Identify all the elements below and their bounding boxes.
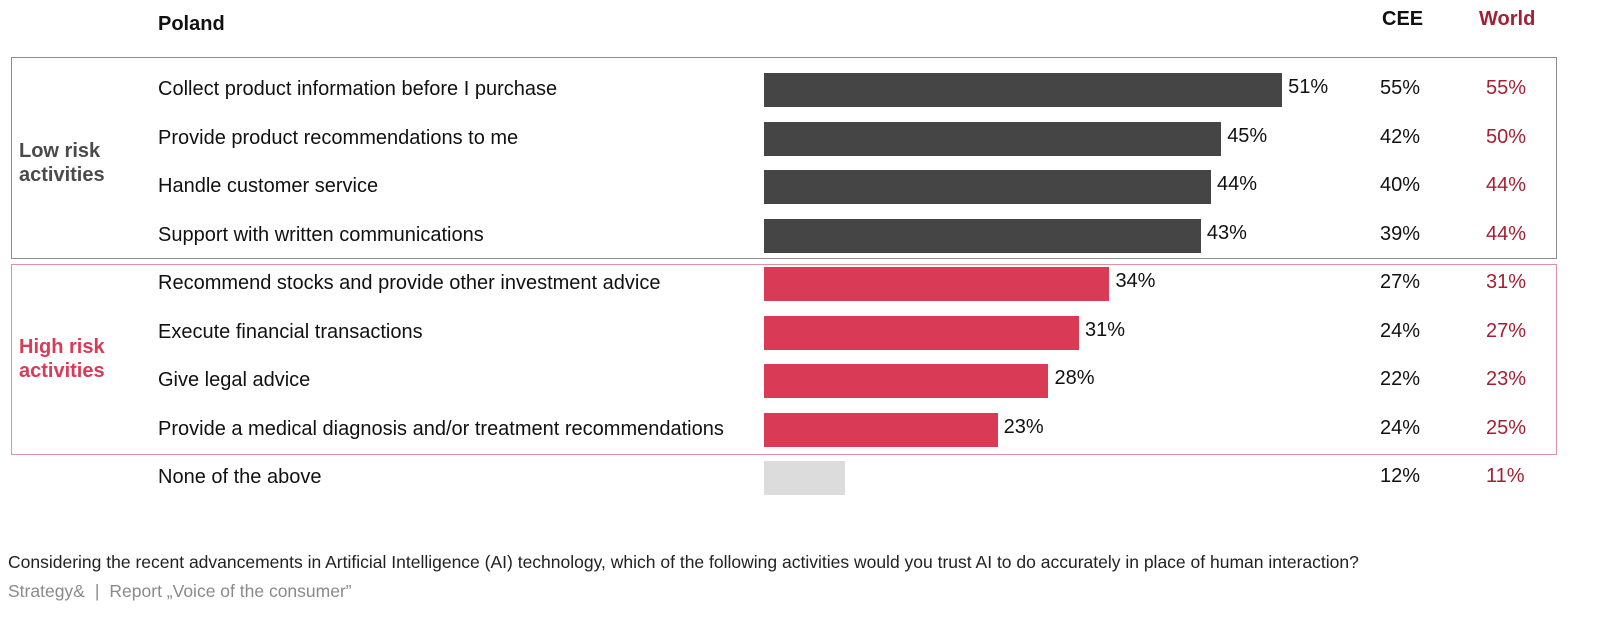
cee-value: 55% (1380, 77, 1421, 99)
source-line: Strategy& | Report „Voice of the consumer” (8, 581, 352, 602)
cee-value: 40% (1380, 174, 1421, 196)
row-label: Provide a medical diagnosis and/or treat… (158, 417, 724, 440)
cee-column-header: CEE (1382, 8, 1424, 30)
bar-value-label: 51% (1288, 76, 1329, 98)
world-value: 27% (1486, 319, 1527, 342)
cee-value: 24% (1380, 319, 1421, 342)
world-value: 23% (1486, 368, 1527, 390)
bar-poland (764, 461, 846, 495)
bar-poland (764, 412, 998, 447)
bar-value-label: 23% (1003, 415, 1044, 438)
source-brand: Strategy& (8, 581, 85, 601)
world-value: 31% (1486, 271, 1527, 293)
low-risk-group-box (11, 57, 1557, 259)
cee-value: 27% (1380, 271, 1421, 293)
world-column-header: World (1479, 8, 1536, 30)
bar-poland (764, 315, 1079, 350)
row-label: Execute financial transactions (158, 320, 423, 343)
row-label: Provide product recommendations to me (158, 126, 519, 149)
bar-value-label: 31% (1084, 318, 1125, 341)
world-value: 55% (1486, 77, 1527, 99)
bar-poland (764, 218, 1201, 253)
world-value: 25% (1486, 416, 1527, 439)
cee-value: 42% (1380, 125, 1421, 148)
row-label: Handle customer service (158, 175, 379, 197)
high-risk-group-label: High risk activities (19, 336, 105, 382)
bar-poland (764, 267, 1110, 301)
bar-value-label: 34% (1115, 270, 1156, 292)
row-label: Give legal advice (158, 369, 311, 391)
bar-value-label: 44% (1217, 173, 1258, 195)
bar-value-label: 43% (1206, 221, 1247, 244)
source-separator: | (94, 581, 100, 601)
bar-poland (764, 170, 1212, 204)
source-report: Report „Voice of the consumer” (109, 581, 352, 601)
high-risk-group-box (11, 264, 1557, 455)
cee-value: 39% (1380, 222, 1421, 245)
row-label: Collect product information before I pur… (158, 78, 558, 100)
row-label: None of the above (158, 466, 322, 488)
world-value: 44% (1486, 174, 1527, 196)
bar-poland (764, 121, 1222, 156)
bar-value-label: 45% (1227, 124, 1268, 147)
world-value: 11% (1486, 465, 1525, 487)
bar-poland (764, 73, 1283, 107)
row-label: Recommend stocks and provide other inves… (158, 272, 661, 294)
bar-value-label: 28% (1054, 367, 1095, 389)
world-value: 44% (1486, 222, 1527, 245)
world-value: 50% (1486, 125, 1527, 148)
cee-value: 12% (1380, 465, 1421, 487)
cee-value: 24% (1380, 416, 1421, 439)
bar-poland (764, 364, 1049, 398)
cee-value: 22% (1380, 368, 1421, 390)
poland-column-header: Poland (158, 13, 225, 35)
survey-question: Considering the recent advancements in A… (8, 552, 1359, 572)
low-risk-group-label: Low risk activities (19, 140, 105, 186)
row-label: Support with written communications (158, 223, 484, 246)
